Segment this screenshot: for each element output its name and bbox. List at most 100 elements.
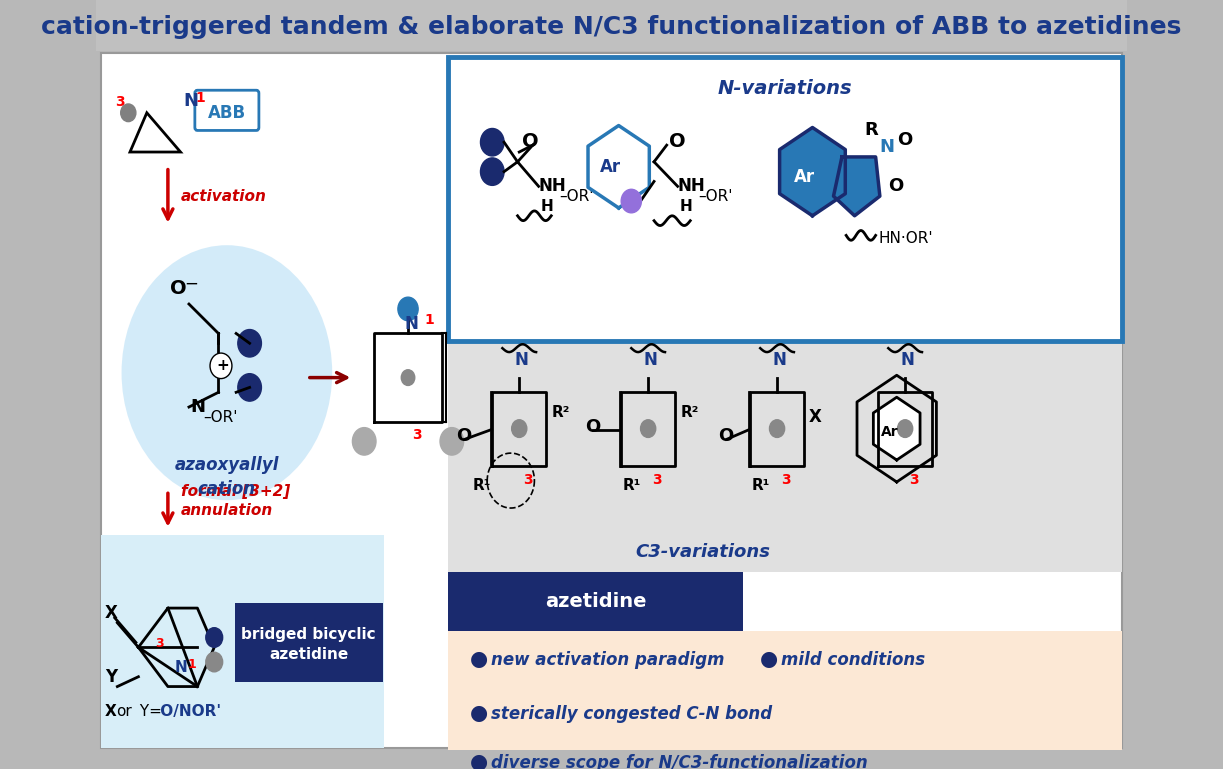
Text: X: X — [105, 704, 122, 719]
Text: –OR': –OR' — [698, 189, 734, 204]
Text: O: O — [522, 132, 538, 151]
Text: mild conditions: mild conditions — [781, 651, 926, 669]
Text: H: H — [679, 199, 692, 214]
Bar — [235, 603, 383, 681]
Text: Ar: Ar — [794, 168, 815, 185]
Text: bridged bicyclic
azetidine: bridged bicyclic azetidine — [241, 627, 375, 662]
Text: ●: ● — [470, 649, 488, 669]
Text: X: X — [105, 604, 117, 622]
Text: ●: ● — [470, 752, 488, 769]
Circle shape — [440, 428, 464, 455]
Text: Ar: Ar — [881, 424, 899, 438]
Circle shape — [641, 420, 656, 438]
Text: 3: 3 — [115, 95, 125, 109]
Text: +: + — [216, 358, 230, 373]
Text: N: N — [175, 660, 187, 675]
Text: X: X — [810, 408, 822, 426]
Text: R¹: R¹ — [473, 478, 492, 494]
Text: Y=: Y= — [135, 704, 161, 719]
Text: N: N — [772, 351, 786, 369]
Text: NH: NH — [678, 177, 706, 195]
FancyBboxPatch shape — [194, 90, 259, 131]
Text: –OR': –OR' — [560, 189, 594, 204]
Text: or: or — [116, 704, 132, 719]
Text: N: N — [405, 315, 418, 332]
Text: sterically congested C-N bond: sterically congested C-N bond — [490, 705, 772, 723]
Text: Y: Y — [105, 667, 117, 686]
Text: azetidine: azetidine — [545, 591, 647, 611]
Circle shape — [481, 128, 504, 156]
Circle shape — [237, 330, 262, 357]
Circle shape — [352, 428, 375, 455]
Text: N-variations: N-variations — [718, 78, 852, 98]
Text: R¹: R¹ — [752, 478, 770, 494]
Polygon shape — [873, 398, 920, 460]
Text: azaoxyallyl
cation: azaoxyallyl cation — [175, 456, 279, 498]
Text: 1: 1 — [424, 313, 434, 327]
Polygon shape — [779, 128, 845, 216]
Circle shape — [205, 628, 223, 647]
Text: R²: R² — [552, 404, 570, 420]
Text: O: O — [669, 132, 686, 151]
Text: N: N — [183, 92, 198, 110]
Text: 1: 1 — [187, 658, 196, 671]
Text: −: − — [183, 275, 198, 292]
Text: R¹: R¹ — [623, 478, 641, 494]
Circle shape — [769, 420, 785, 438]
Text: 3: 3 — [523, 472, 533, 487]
Text: 3: 3 — [910, 472, 918, 487]
Circle shape — [621, 189, 641, 213]
Text: formal [3+2]
annulation: formal [3+2] annulation — [181, 484, 290, 518]
Bar — [449, 572, 744, 631]
Text: N: N — [879, 138, 895, 156]
Text: cation-triggered tandem & elaborate N/C3 functionalization of ABB to azetidines: cation-triggered tandem & elaborate N/C3… — [42, 15, 1181, 39]
Bar — [97, 0, 1126, 51]
Text: 1: 1 — [196, 91, 205, 105]
Text: H: H — [541, 199, 553, 214]
Bar — [449, 631, 1121, 751]
Polygon shape — [834, 157, 879, 216]
Text: O: O — [170, 279, 187, 298]
Text: O/NOR': O/NOR' — [155, 704, 221, 719]
Text: N: N — [900, 351, 914, 369]
Text: O: O — [718, 428, 734, 445]
Text: activation: activation — [181, 189, 267, 204]
Text: 3: 3 — [155, 638, 164, 651]
Bar — [102, 534, 384, 748]
Text: new activation paradigm: new activation paradigm — [490, 651, 724, 669]
Text: HN·OR': HN·OR' — [878, 231, 933, 246]
Bar — [449, 57, 1121, 341]
Text: O: O — [585, 418, 600, 435]
Circle shape — [121, 104, 136, 122]
Text: ●: ● — [761, 649, 779, 669]
Text: R: R — [865, 122, 878, 139]
Text: O: O — [888, 177, 904, 195]
Text: 3: 3 — [652, 472, 662, 487]
Text: ●: ● — [470, 703, 488, 723]
Text: ABB: ABB — [208, 104, 246, 122]
Circle shape — [397, 297, 418, 321]
Text: C3-variations: C3-variations — [636, 543, 770, 561]
Circle shape — [210, 353, 232, 378]
Circle shape — [511, 420, 527, 438]
Text: R²: R² — [680, 404, 698, 420]
Text: N: N — [191, 398, 205, 416]
Text: N: N — [643, 351, 657, 369]
Text: diverse scope for N/C3-functionalization: diverse scope for N/C3-functionalization — [490, 754, 867, 769]
Text: O: O — [896, 131, 912, 149]
Text: Ar: Ar — [599, 158, 621, 176]
Circle shape — [898, 420, 912, 438]
Circle shape — [205, 652, 223, 672]
Text: 3: 3 — [412, 428, 422, 442]
Text: N: N — [514, 351, 528, 369]
Ellipse shape — [121, 245, 333, 500]
Text: 3: 3 — [781, 472, 791, 487]
Bar — [449, 341, 1121, 572]
Circle shape — [237, 374, 262, 401]
Text: O: O — [456, 428, 471, 445]
Text: –OR': –OR' — [203, 410, 237, 424]
Text: NH: NH — [538, 177, 566, 195]
Circle shape — [481, 158, 504, 185]
Circle shape — [401, 370, 415, 385]
